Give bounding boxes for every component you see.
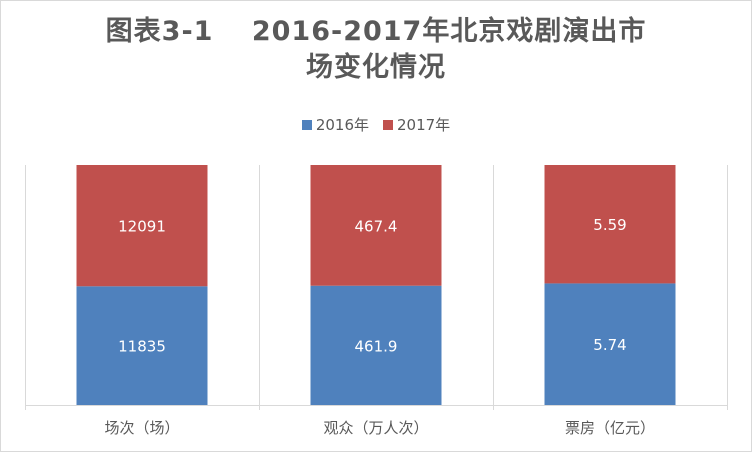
data-label-2016: 11835 bbox=[118, 338, 166, 356]
data-label-2016: 461.9 bbox=[355, 337, 398, 355]
legend-item-2016: 2016年 bbox=[301, 114, 369, 135]
legend-item-2017: 2017年 bbox=[383, 114, 450, 135]
chart-title-line2: 场变化情况 bbox=[306, 52, 446, 83]
legend-swatch-2016 bbox=[301, 119, 312, 130]
category-label: 票房（亿元） bbox=[565, 419, 655, 437]
legend-label-2017: 2017年 bbox=[397, 116, 451, 134]
bar-2016 bbox=[544, 283, 676, 405]
data-label-2017: 467.4 bbox=[355, 217, 398, 235]
legend-label-2016: 2016年 bbox=[315, 116, 369, 134]
bar-2017 bbox=[544, 165, 676, 284]
data-label-2016: 5.74 bbox=[593, 336, 626, 354]
data-label-2017: 12091 bbox=[118, 218, 166, 236]
category-label: 观众（万人次） bbox=[323, 419, 428, 437]
category-label: 场次（场） bbox=[104, 419, 179, 437]
legend-swatch-2017 bbox=[383, 119, 393, 130]
bar-2016 bbox=[310, 285, 442, 405]
bar-2016 bbox=[76, 286, 208, 405]
chart-title: 图表3-1 2016-2017年北京戏剧演出市 场变化情况 bbox=[0, 14, 752, 86]
chart-title-line1: 图表3-1 2016-2017年北京戏剧演出市 bbox=[105, 16, 647, 47]
data-label-2017: 5.59 bbox=[593, 216, 626, 234]
chart-legend: 2016年 2017年 bbox=[0, 114, 752, 135]
bar-2017 bbox=[76, 165, 208, 287]
bar-2017 bbox=[310, 165, 442, 286]
